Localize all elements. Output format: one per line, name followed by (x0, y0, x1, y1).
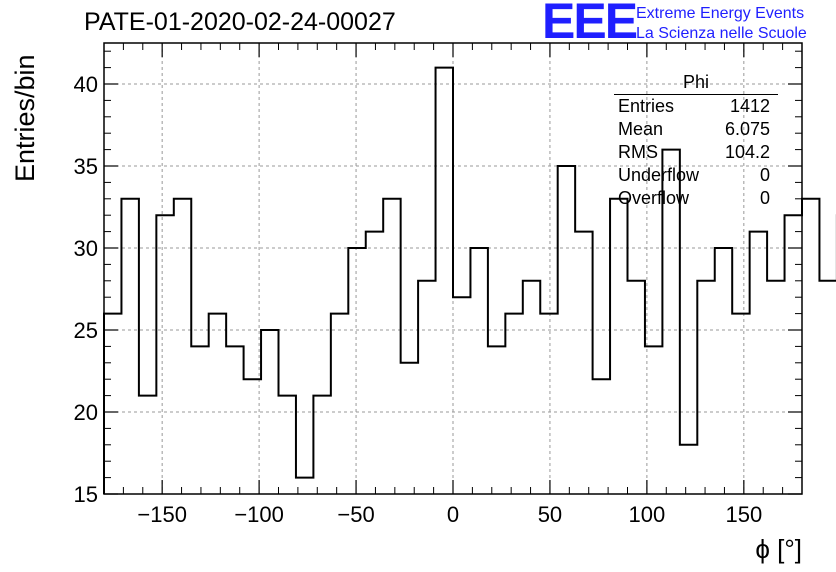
stats-value: 104.2 (724, 142, 770, 162)
histogram-steps (103, 66, 836, 494)
stats-label: Mean (618, 119, 664, 139)
stats-value: 0 (759, 188, 770, 208)
x-tick-label: 100 (629, 502, 666, 527)
axes-frame (103, 42, 803, 495)
x-axis-label: ϕ [°] (755, 534, 802, 564)
x-tick-label: 150 (725, 502, 762, 527)
chart-title: PATE-01-2020-02-24-00027 (84, 8, 396, 36)
histogram-outline (103, 66, 836, 494)
stats-row-rms: RMS 104.2 (610, 141, 778, 164)
x-tick-label: −50 (337, 502, 374, 527)
stats-label: Overflow (618, 188, 690, 208)
stats-title: Phi (614, 72, 778, 95)
stats-row-entries: Entries 1412 (610, 95, 778, 118)
y-tick-label: 30 (74, 236, 98, 261)
stats-value: 0 (759, 165, 770, 185)
stats-row-overflow: Overflow 0 (610, 187, 778, 210)
eee-logo-mark: EEE (542, 0, 638, 49)
y-axis-label: Entries/bin (10, 54, 40, 182)
stats-value: 6.075 (724, 119, 770, 139)
x-tick-label: −150 (137, 502, 187, 527)
x-tick-label: 0 (447, 502, 459, 527)
y-tick-label: 40 (74, 72, 98, 97)
tick-labels: −150 −100 −50 0 50 100 150 15 20 25 30 35 40 (74, 72, 763, 527)
y-tick-label: 15 (74, 482, 98, 507)
stats-label: Entries (618, 96, 675, 116)
stats-row-mean: Mean 6.075 (610, 118, 778, 141)
y-tick-label: 25 (74, 318, 98, 343)
logo-line-2: La Scienza nelle Scuole (636, 25, 807, 42)
stats-value: 1412 (729, 96, 770, 116)
x-tick-label: 50 (538, 502, 562, 527)
stats-box: Phi Entries 1412 Mean 6.075 RMS 104.2 Un… (610, 72, 778, 210)
stats-label: Underflow (618, 165, 700, 185)
y-tick-label: 35 (74, 154, 98, 179)
stats-row-underflow: Underflow 0 (610, 164, 778, 187)
stats-label: RMS (618, 142, 658, 162)
logo-line-1: Extreme Energy Events (636, 5, 805, 22)
x-tick-label: −100 (234, 502, 284, 527)
eee-logo-text: Extreme Energy Events La Scienza nelle S… (636, 4, 807, 44)
y-tick-label: 20 (74, 400, 98, 425)
